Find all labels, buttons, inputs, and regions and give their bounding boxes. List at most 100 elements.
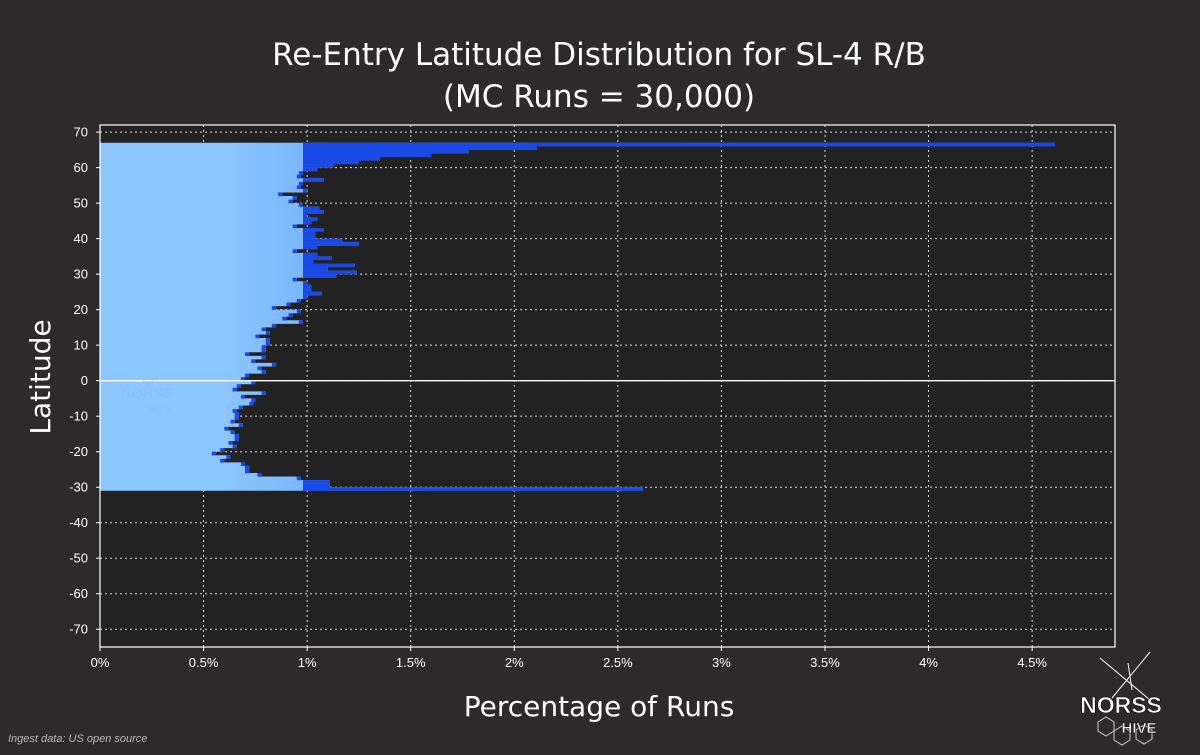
histogram-bar: [265, 338, 270, 342]
y-tick-label: 20: [74, 302, 88, 317]
histogram-bar: [220, 448, 225, 452]
logo-text-top: NORSS: [1080, 692, 1162, 718]
histogram-bar: [303, 274, 337, 278]
histogram-bar: [296, 174, 301, 179]
histogram-bar: [234, 433, 239, 438]
histogram-bar: [303, 210, 324, 214]
histogram-bar: [303, 242, 359, 246]
histogram-bar: [286, 302, 291, 307]
histogram-bar: [232, 409, 237, 413]
histogram-bar: [234, 416, 239, 420]
histogram-bar: [282, 316, 287, 321]
histogram-bar: [292, 277, 297, 282]
histogram-bar: [236, 384, 241, 388]
histogram-bar: [298, 171, 303, 175]
histogram-bar: [271, 306, 277, 310]
y-tick-label: 30: [74, 267, 88, 282]
y-tick-label: -50: [69, 551, 88, 566]
watermark-text-bottom: HIVE: [148, 404, 172, 415]
histogram-bar: [303, 156, 380, 161]
logo-star-icon: [1099, 651, 1151, 701]
histogram-bar: [303, 480, 330, 484]
histogram-bar: [228, 441, 233, 445]
x-tick-label: 2.5%: [603, 655, 633, 670]
histogram-bar: [245, 469, 250, 474]
histogram-bar: [298, 181, 303, 186]
y-axis-label: Latitude: [24, 319, 57, 434]
histogram-bar: [261, 370, 266, 374]
histogram-bar: [288, 313, 293, 317]
x-tick-label: 2%: [505, 655, 524, 670]
histogram-bar: [240, 377, 245, 381]
histogram-bar: [303, 252, 318, 257]
histogram-bar: [303, 256, 332, 261]
y-tick-label: 0: [81, 373, 88, 388]
histogram-bar: [296, 309, 301, 314]
histogram-bar: [211, 451, 216, 456]
plot-frame: [99, 124, 1116, 648]
histogram-bar: [303, 284, 312, 289]
histogram-bar: [298, 320, 303, 325]
histogram-bar: [251, 359, 256, 364]
y-tick-label: 50: [74, 196, 88, 211]
histogram-bar: [271, 323, 277, 328]
histogram-bar: [230, 419, 235, 424]
y-tick-label: -20: [69, 444, 88, 459]
histogram-bar: [303, 238, 343, 243]
histogram-bar: [303, 227, 324, 232]
histogram-bar: [255, 334, 260, 339]
histogram-bar: [261, 391, 266, 396]
histogram-bar: [232, 444, 237, 449]
histogram-bar: [240, 394, 245, 399]
histogram-bar: [303, 483, 330, 488]
histogram-bar: [292, 196, 297, 200]
bars: [211, 142, 1055, 491]
histogram-bar: [292, 224, 297, 229]
brand-logo: NORSS HIVE: [1080, 651, 1162, 746]
histogram-bar: [303, 206, 320, 211]
y-tick-label: 70: [74, 125, 88, 140]
histogram-bar: [303, 153, 432, 158]
histogram-bar: [257, 473, 262, 477]
histogram-bar: [303, 270, 357, 275]
histogram-bar: [303, 245, 318, 250]
histogram-bar: [303, 142, 1055, 147]
y-tick-label: -70: [69, 622, 88, 637]
histogram-bar: [261, 348, 266, 353]
histogram-bar: [226, 455, 231, 459]
chart-title-line-2: (MC Runs = 30,000): [443, 79, 755, 115]
histogram-bar: [303, 235, 316, 239]
histogram-bar: [224, 426, 229, 431]
x-axis-label: Percentage of Runs: [464, 690, 735, 723]
x-tick-label: 3%: [712, 655, 731, 670]
histogram-bar: [303, 149, 469, 154]
histogram-bar: [234, 437, 239, 442]
histogram-bar: [303, 146, 538, 151]
x-axis-ticks: 0% 0.5% 1% 1.5% 2% 2.5% 3% 3.5% 4% 4.5%: [91, 647, 1047, 670]
logo-text-bottom: HIVE: [1121, 720, 1156, 737]
histogram-bar: [245, 373, 250, 378]
histogram-bar: [303, 291, 322, 296]
histogram-bar: [265, 341, 270, 346]
x-tick-label: 1%: [298, 655, 317, 670]
watermark-text-top: NORSS: [120, 385, 173, 402]
histogram-bar: [303, 231, 316, 236]
histogram-bar: [230, 430, 235, 435]
histogram-bar: [288, 199, 293, 204]
histogram-bar: [238, 405, 243, 410]
x-tick-label: 3.5%: [810, 655, 840, 670]
histogram-bar: [303, 217, 318, 222]
histogram-bar: [303, 220, 312, 225]
histogram-bar: [238, 423, 243, 428]
y-tick-label: -30: [69, 480, 88, 495]
histogram-bar: [303, 259, 314, 264]
histogram-bar: [303, 160, 359, 165]
footer-source-note: Ingest data: US open source: [8, 733, 147, 745]
histogram-bar: [261, 327, 266, 332]
histogram-bar: [251, 380, 256, 385]
histogram-bar: [303, 263, 355, 268]
logo-hex-icon: [1097, 716, 1153, 746]
histogram-bar: [303, 281, 308, 285]
y-tick-label: -60: [69, 586, 88, 601]
histogram-bar: [296, 476, 301, 481]
